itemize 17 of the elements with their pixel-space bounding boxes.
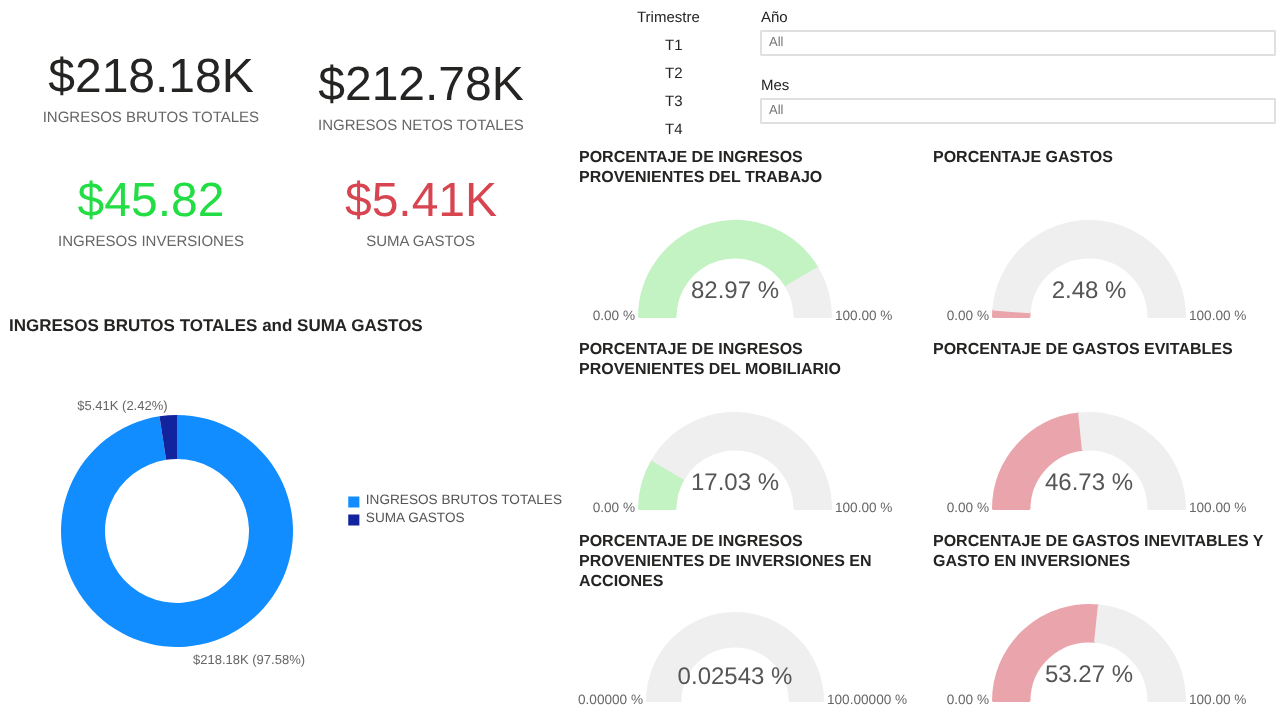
text: 53.27 % <box>1044 660 1134 689</box>
chart-title: PORCENTAJE GASTOS <box>933 148 1115 166</box>
chart-title: PORCENTAJE DE GASTOS INEVITABLES Y GASTO EN INVERSIONES <box>933 532 1265 570</box>
category-label: $212.78K <box>318 58 524 112</box>
chart-title: PORCENTAJE DE INGRESOS PROVENIENTES DE INVERSIONES EN ACCIONES <box>579 532 872 590</box>
category-label: $218.18K <box>48 50 254 104</box>
chart-title: INGRESOS BRUTOS TOTALES and SUMA GASTOS <box>9 315 424 335</box>
text: 82.97 % <box>690 276 780 305</box>
text: 46.73 % <box>1044 468 1134 497</box>
chart-title: PORCENTAJE DE INGRESOS PROVENIENTES DEL TRABAJO <box>579 148 823 186</box>
text: 0.02543 % <box>677 662 794 691</box>
category-label: $5.41K <box>344 174 498 228</box>
chart-title: PORCENTAJE DE INGRESOS PROVENIENTES DEL MOBILIARIO <box>579 340 841 378</box>
text: 2.48 % <box>1051 276 1128 305</box>
category-label: $45.82 <box>77 174 225 228</box>
chart-title: PORCENTAJE DE GASTOS EVITABLES <box>933 340 1234 358</box>
text: 17.03 % <box>690 468 780 497</box>
